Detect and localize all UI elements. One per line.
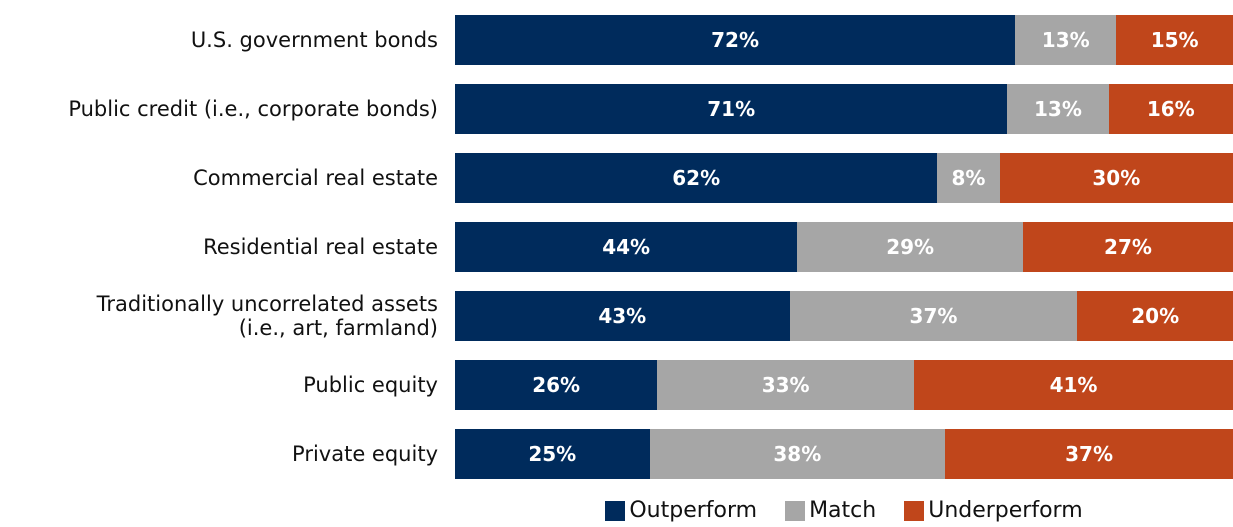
- bar-segment: [937, 153, 1000, 203]
- legend-item: Match: [785, 498, 876, 523]
- data-label: 37%: [1065, 442, 1113, 466]
- category-label: Public equity: [303, 373, 438, 397]
- legend-swatch: [904, 500, 925, 521]
- data-label: 30%: [1092, 166, 1141, 190]
- data-label: 25%: [528, 442, 577, 466]
- data-label: 26%: [532, 373, 581, 397]
- bar-segment: [1116, 15, 1233, 65]
- bar-segment: [455, 291, 790, 341]
- bar-segment: [797, 222, 1023, 272]
- data-label: 8%: [951, 166, 986, 190]
- category-label: Private equity: [292, 442, 438, 466]
- data-label: 37%: [909, 304, 958, 328]
- bar-segment: [945, 429, 1233, 479]
- bar-segment: [789, 291, 1078, 341]
- bar-segment: [1108, 84, 1233, 134]
- legend-label: Outperform: [629, 498, 758, 523]
- bar-segment: [1015, 15, 1117, 65]
- category-label: Traditionally uncorrelated assets (i.e.,…: [96, 292, 438, 340]
- data-label: 33%: [761, 373, 810, 397]
- bar-segment: [455, 360, 658, 410]
- bar-segment: [1077, 291, 1233, 341]
- legend: Outperform Match Underperform: [0, 498, 1233, 523]
- legend-swatch: [785, 500, 806, 521]
- category-label: U.S. government bonds: [190, 28, 438, 52]
- bar-segment: [999, 153, 1233, 203]
- bar-segment: [455, 429, 650, 479]
- data-label: 43%: [598, 304, 647, 328]
- bar-segment: [1007, 84, 1109, 134]
- data-label: 13%: [1041, 28, 1090, 52]
- data-label: 20%: [1131, 304, 1180, 328]
- category-label: Commercial real estate: [193, 166, 438, 190]
- bar-segment: [914, 360, 1233, 410]
- data-label: 27%: [1104, 235, 1152, 259]
- bar-segment: [657, 360, 914, 410]
- data-label: 71%: [707, 97, 756, 121]
- legend-swatch: [605, 500, 626, 521]
- data-label: 44%: [602, 235, 651, 259]
- data-label: 41%: [1049, 373, 1098, 397]
- bar-segment: [455, 222, 798, 272]
- data-label: 62%: [672, 166, 721, 190]
- legend-label: Underperform: [928, 498, 1083, 523]
- bar-segment: [455, 15, 1016, 65]
- data-label: 15%: [1150, 28, 1199, 52]
- bar-segment: [455, 84, 1008, 134]
- data-label: 72%: [711, 28, 760, 52]
- bar-segment: [1022, 222, 1233, 272]
- data-label: 13%: [1034, 97, 1082, 121]
- data-label: 29%: [886, 235, 935, 259]
- category-label: Public credit (i.e., corporate bonds): [68, 97, 438, 121]
- category-label: Residential real estate: [203, 235, 438, 259]
- bar-segment: [455, 153, 938, 203]
- legend-item: Outperform: [605, 498, 757, 523]
- data-label: 38%: [773, 442, 822, 466]
- legend-label: Match: [809, 498, 877, 523]
- legend-item: Underperform: [904, 498, 1083, 523]
- bar-segment: [649, 429, 946, 479]
- data-label: 16%: [1146, 97, 1195, 121]
